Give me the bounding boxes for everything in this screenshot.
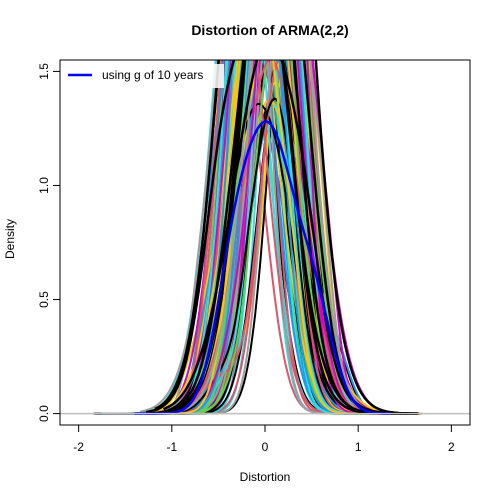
x-tick-label: 2 [448, 440, 455, 454]
x-axis: -2 -1 0 1 2 [73, 424, 455, 454]
legend: using g of 10 years [64, 64, 224, 88]
y-tick-label: 0.5 [37, 291, 51, 308]
x-tick-label: 0 [262, 440, 269, 454]
x-tick-label: 1 [355, 440, 362, 454]
x-tick-label: -1 [166, 440, 177, 454]
y-tick-label: 0.0 [37, 405, 51, 422]
legend-label: using g of 10 years [102, 68, 203, 82]
x-axis-label: Distortion [239, 470, 291, 484]
x-tick-label: -2 [73, 440, 84, 454]
highlight-curve [134, 120, 391, 415]
density-curve [155, 60, 409, 415]
chart-title: Distortion of ARMA(2,2) [191, 22, 349, 38]
y-tick-label: 1.0 [37, 177, 51, 194]
y-axis-label: Density [3, 219, 17, 260]
density-curves [93, 60, 423, 415]
y-axis: 0.0 0.5 1.0 1.5 [37, 63, 61, 422]
y-tick-label: 1.5 [37, 63, 51, 80]
